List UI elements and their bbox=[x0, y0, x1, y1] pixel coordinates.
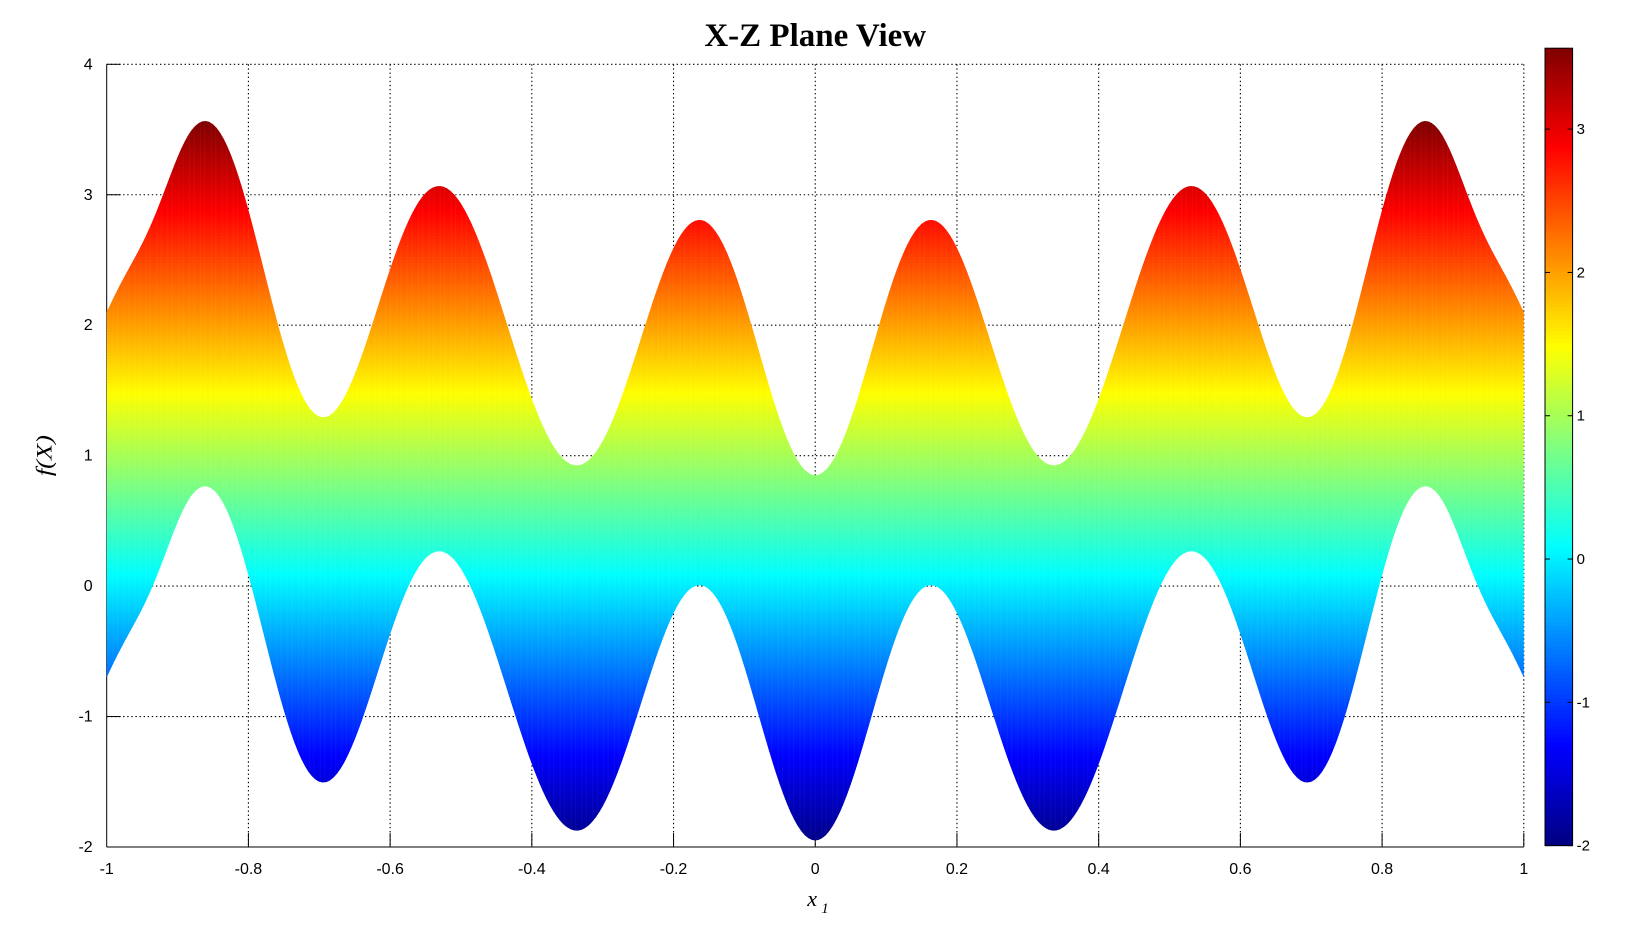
svg-text:0: 0 bbox=[84, 578, 93, 595]
svg-text:-0.4: -0.4 bbox=[518, 861, 546, 878]
svg-text:-0.2: -0.2 bbox=[660, 861, 688, 878]
svg-text:-0.8: -0.8 bbox=[235, 861, 263, 878]
svg-text:f(X): f(X) bbox=[32, 435, 57, 476]
svg-text:-1: -1 bbox=[100, 861, 114, 878]
svg-text:3: 3 bbox=[1577, 121, 1585, 138]
svg-text:4: 4 bbox=[84, 56, 93, 73]
svg-text:0: 0 bbox=[1577, 551, 1585, 568]
svg-text:-2: -2 bbox=[78, 839, 92, 856]
svg-text:x: x bbox=[806, 886, 817, 911]
svg-text:1: 1 bbox=[84, 448, 93, 465]
svg-text:0: 0 bbox=[811, 861, 820, 878]
svg-text:0.6: 0.6 bbox=[1229, 861, 1251, 878]
svg-text:2: 2 bbox=[1577, 264, 1585, 281]
svg-text:2: 2 bbox=[84, 317, 93, 334]
svg-text:0.2: 0.2 bbox=[946, 861, 968, 878]
svg-text:-0.6: -0.6 bbox=[376, 861, 404, 878]
svg-text:-2: -2 bbox=[1577, 838, 1590, 855]
svg-text:3: 3 bbox=[84, 187, 93, 204]
svg-text:1: 1 bbox=[1577, 408, 1585, 425]
svg-text:1: 1 bbox=[1519, 861, 1528, 878]
svg-text:X-Z Plane View: X-Z Plane View bbox=[704, 18, 926, 54]
svg-text:0.4: 0.4 bbox=[1088, 861, 1110, 878]
svg-text:-1: -1 bbox=[78, 709, 92, 726]
svg-text:0.8: 0.8 bbox=[1371, 861, 1393, 878]
svg-text:1: 1 bbox=[821, 901, 829, 917]
svg-text:-1: -1 bbox=[1577, 694, 1590, 711]
